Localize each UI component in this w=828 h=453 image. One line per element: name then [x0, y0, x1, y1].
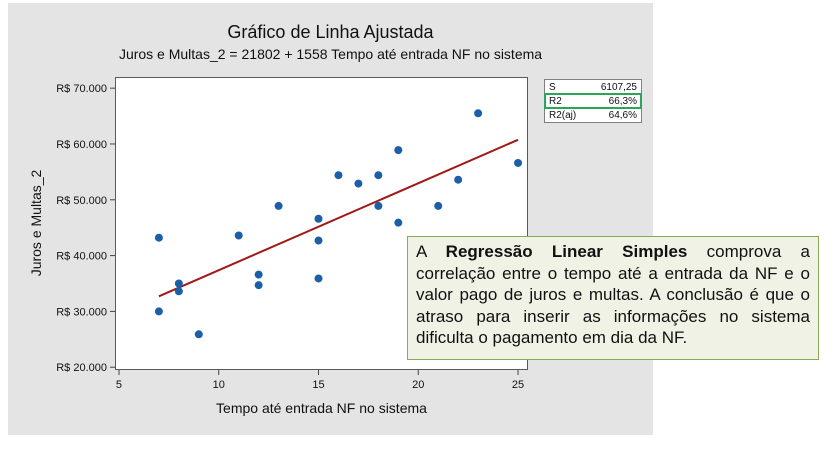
y-tick-label: R$ 40.000 [56, 251, 107, 263]
x-tick-label: 5 [116, 379, 122, 391]
data-point [234, 231, 243, 240]
y-tick-label: R$ 30.000 [56, 306, 107, 318]
chart-title: Gráfico de Linha Ajustada [227, 22, 434, 42]
stat-row-r2: R2 66,3% [544, 93, 642, 109]
data-point [394, 146, 403, 155]
y-tick-label: R$ 20.000 [56, 362, 107, 374]
x-tick-label: 10 [213, 379, 225, 391]
data-point [354, 179, 363, 188]
data-point [174, 279, 183, 288]
stat-value: 6107,25 [600, 82, 637, 93]
data-point [374, 201, 383, 210]
data-point [274, 201, 283, 210]
x-axis-label: Tempo até entrada NF no sistema [216, 400, 427, 416]
annotation-box: A Regressão Linear Simples comprova a co… [407, 236, 819, 360]
data-point [154, 233, 163, 242]
stat-label: S [549, 82, 556, 93]
stat-row-s: S 6107,25 [545, 80, 641, 94]
data-point [194, 330, 203, 339]
data-point [434, 201, 443, 210]
data-point [314, 236, 323, 245]
stat-label: R2 [549, 96, 562, 107]
data-point [174, 287, 183, 296]
data-point [314, 274, 323, 283]
stats-box: S 6107,25 R2 66,3% R2(aj) 64,6% [544, 79, 642, 123]
data-point [334, 171, 343, 180]
data-point [394, 218, 403, 227]
fitted-line [158, 138, 519, 298]
data-point [454, 175, 463, 184]
data-point [514, 158, 523, 167]
stat-value: 66,3% [608, 96, 637, 107]
data-point [254, 270, 263, 279]
y-tick-label: R$ 70.000 [56, 83, 107, 95]
x-tick-label: 15 [312, 379, 324, 391]
data-point [154, 307, 163, 316]
x-tick-label: 20 [412, 379, 424, 391]
data-point [254, 281, 263, 290]
y-tick-label: R$ 60.000 [56, 139, 107, 151]
data-point [474, 109, 483, 118]
stat-row-r2-adj: R2(aj) 64,6% [545, 108, 641, 122]
data-point [374, 171, 383, 180]
data-point [314, 214, 323, 223]
annotation-text: comprova a correlação entre o tempo até … [416, 242, 810, 347]
stat-value: 64,6% [608, 110, 637, 121]
stat-label: R2(aj) [549, 110, 577, 121]
annotation-bold: Regressão Linear Simples [445, 242, 688, 261]
y-tick-label: R$ 50.000 [56, 195, 107, 207]
chart-subtitle: Juros e Multas_2 = 21802 + 1558 Tempo at… [118, 46, 543, 62]
x-tick-label: 25 [512, 379, 524, 391]
annotation-prefix: A [416, 242, 446, 261]
